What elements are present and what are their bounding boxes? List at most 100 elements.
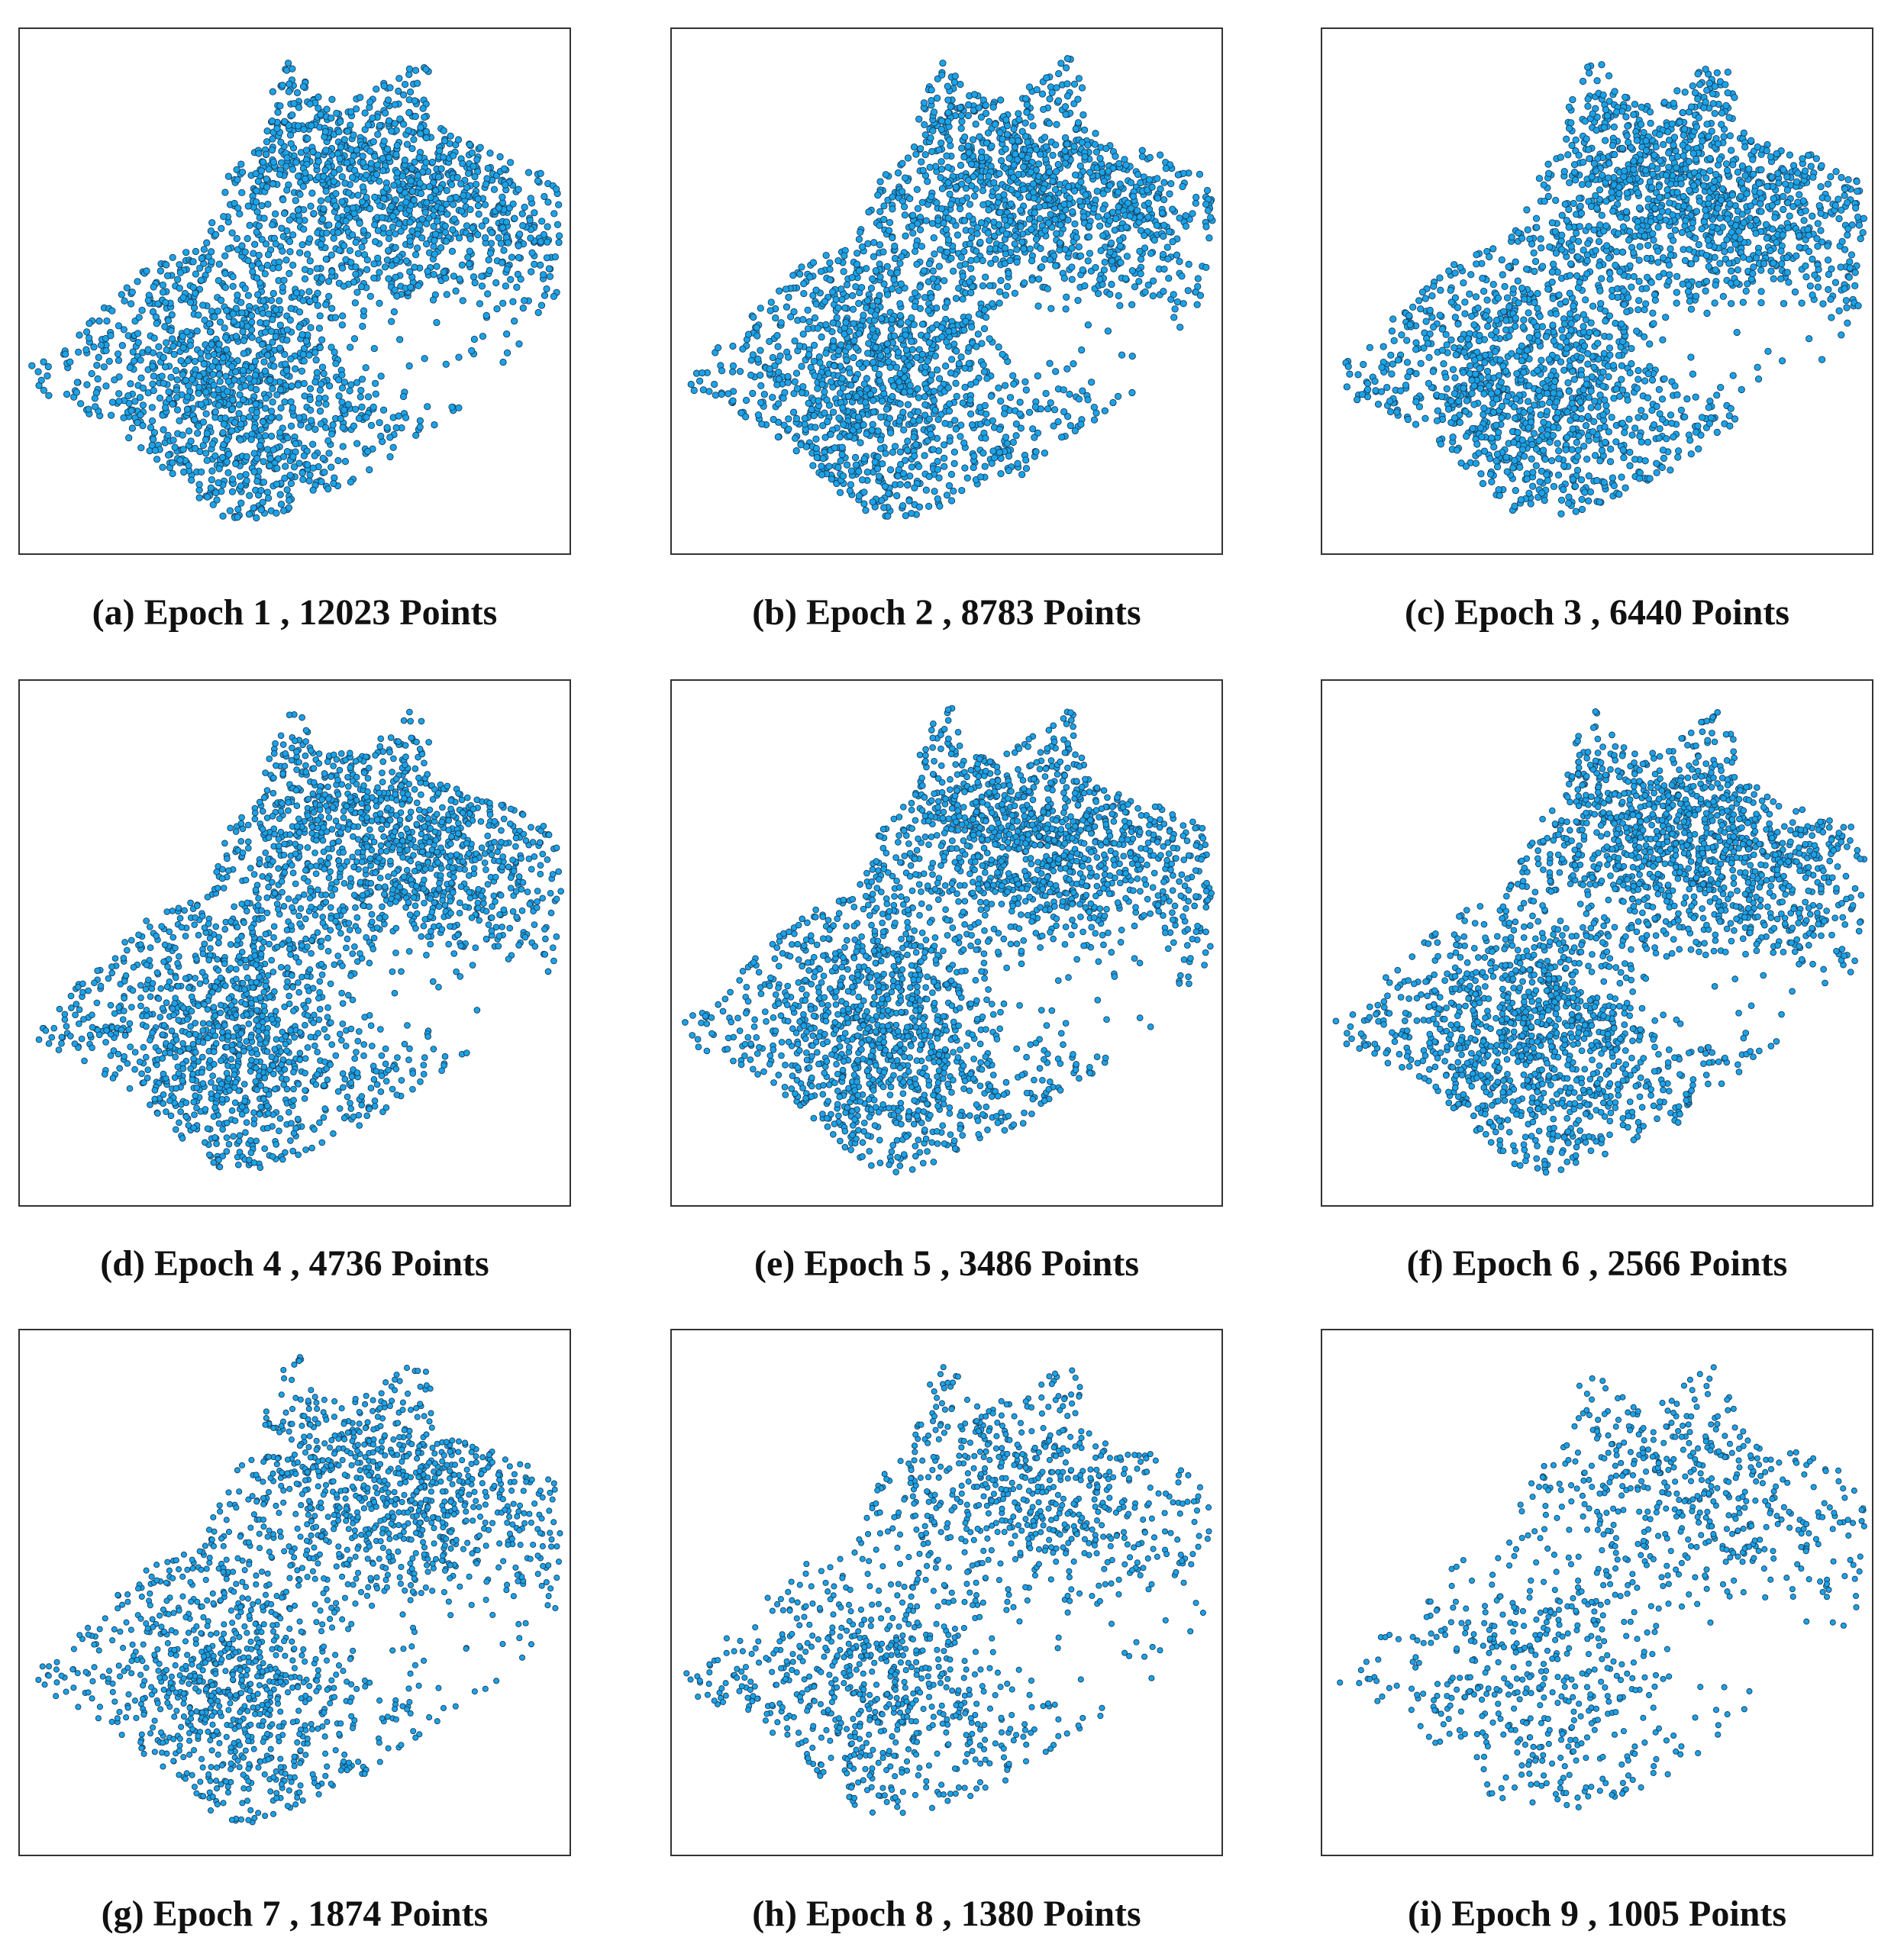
scatter-point <box>1128 267 1136 275</box>
scatter-point <box>253 187 260 195</box>
scatter-point <box>895 378 903 385</box>
scatter-point <box>918 321 927 328</box>
scatter-point <box>1034 302 1042 310</box>
scatter-point <box>913 185 921 193</box>
scatter-point <box>386 434 394 441</box>
scatter-point <box>423 220 431 227</box>
caption-epoch-1: (a) Epoch 1 , 12023 Points <box>92 592 498 633</box>
scatter-point <box>1005 467 1012 475</box>
scatter-point <box>884 512 892 520</box>
scatter-point <box>208 340 215 348</box>
scatter-point <box>348 173 357 182</box>
scatter-point <box>902 511 910 520</box>
scatter-point <box>897 335 905 343</box>
scatter-point <box>276 429 284 437</box>
scatter-point <box>304 250 311 258</box>
scatter-point <box>883 347 891 355</box>
scatter-point <box>876 178 884 185</box>
scatter-point <box>934 283 942 291</box>
scatter-point <box>28 362 36 369</box>
scatter-point <box>463 184 471 192</box>
scatter-point <box>1182 211 1189 220</box>
scatter-point <box>313 369 321 376</box>
scatter-point <box>985 206 992 214</box>
scatter-point <box>423 240 431 248</box>
scatter-point <box>484 164 492 172</box>
scatter-point <box>767 298 775 306</box>
scatter-point <box>982 102 989 109</box>
scatter-point <box>338 172 346 181</box>
scatter-point <box>900 388 908 396</box>
scatter-point <box>944 179 952 187</box>
scatter-point <box>441 228 450 237</box>
scatter-point <box>261 432 269 440</box>
scatter-point <box>996 449 1003 456</box>
scatter-point <box>872 343 879 351</box>
scatter-point <box>879 459 886 468</box>
scatter-point <box>391 120 399 127</box>
scatter-point <box>1158 209 1167 217</box>
scatter-point <box>940 441 948 449</box>
scatter-point <box>302 169 309 177</box>
scatter-point <box>1014 191 1021 198</box>
scatter-point <box>915 408 922 416</box>
scatter-point <box>442 237 450 245</box>
scatter-point <box>320 172 328 180</box>
scatter-point <box>194 429 202 437</box>
scatter-point <box>1041 227 1049 234</box>
scatter-point <box>328 463 335 471</box>
scatter-point <box>871 458 879 466</box>
scatter-point <box>179 371 187 379</box>
scatter-point <box>1002 292 1009 299</box>
scatter-point <box>834 347 843 355</box>
scatter-point <box>307 202 315 210</box>
scatter-point <box>503 349 511 356</box>
scatter-point <box>470 163 477 170</box>
scatter-point <box>1079 111 1087 119</box>
scatter-point <box>1061 147 1069 155</box>
scatter-point <box>869 325 876 333</box>
scatter-point <box>1027 113 1034 121</box>
scatter-point <box>961 133 969 141</box>
scatter-point <box>289 166 297 173</box>
scatter-point <box>1055 69 1063 78</box>
scatter-point <box>430 243 437 250</box>
scatter-point <box>1812 155 1820 163</box>
scatter-point <box>265 343 273 351</box>
scatter-point <box>276 321 284 329</box>
scatter-point <box>472 180 480 189</box>
scatter-point <box>302 175 309 182</box>
scatter-point <box>273 391 281 398</box>
scatter-point <box>1045 195 1053 203</box>
scatter-point <box>852 375 860 382</box>
scatter-point <box>983 375 991 382</box>
scatter-point <box>308 122 315 130</box>
scatter-point <box>366 205 374 213</box>
scatter-point <box>195 481 203 488</box>
scatter-point <box>1106 248 1114 256</box>
scatter-point <box>167 327 175 334</box>
scatter-point <box>466 247 473 255</box>
scatter-point <box>392 256 400 264</box>
scatter-point <box>1116 242 1124 250</box>
scatter-point <box>928 294 935 301</box>
scatter-point <box>267 432 276 440</box>
scatter-point <box>947 142 954 150</box>
scatter-point <box>351 299 359 307</box>
scatter-point <box>551 253 560 261</box>
scatter-point <box>102 382 110 390</box>
scatter-point <box>340 406 348 414</box>
scatter-point <box>502 218 511 226</box>
scatter-point <box>243 477 250 485</box>
scatter-point <box>1160 179 1168 186</box>
scatter-point <box>1127 179 1135 186</box>
scatter-point <box>1045 119 1054 127</box>
scatter-point <box>215 465 223 472</box>
scatter-point <box>920 99 928 107</box>
scatter-point <box>220 421 228 428</box>
scatter-point <box>92 403 99 411</box>
scatter-point <box>40 358 47 366</box>
scatter-point <box>901 174 909 182</box>
scatter-point <box>86 334 93 342</box>
